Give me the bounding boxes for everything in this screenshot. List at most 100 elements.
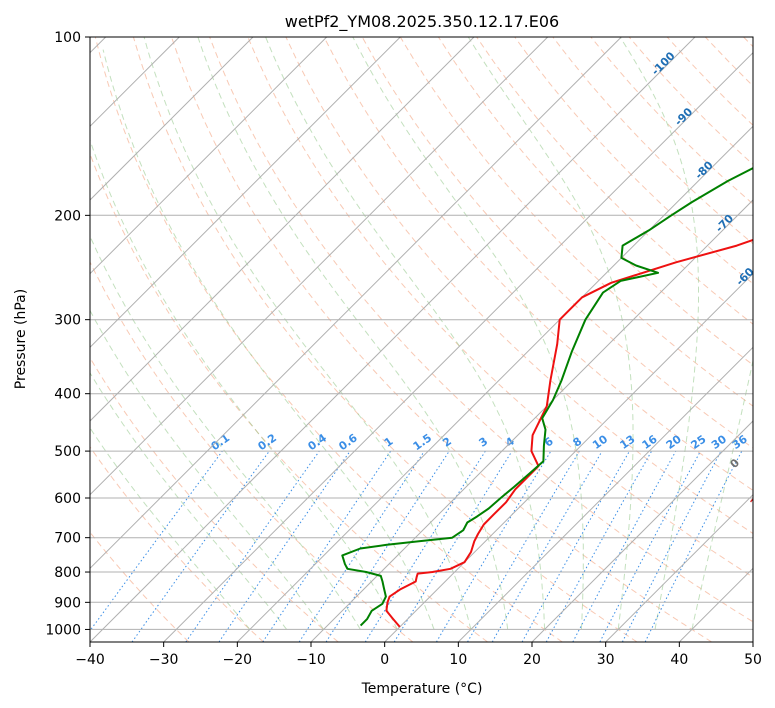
series-lines — [341, 166, 753, 628]
moist-adiabat — [90, 427, 251, 630]
mixing-ratio-line — [521, 450, 630, 642]
isotherm — [90, 37, 328, 275]
isotherm — [163, 51, 753, 642]
y-axis: 1000 900 800 700 600 500 400 300 200 100 — [45, 30, 90, 638]
moist-adiabat — [265, 37, 546, 630]
dry-adiabat — [476, 37, 753, 325]
y-tick-label: 500 — [54, 444, 81, 460]
mixing-ratio-line — [599, 450, 701, 642]
isotherm — [531, 420, 753, 642]
y-tick-label: 700 — [54, 531, 81, 547]
chart-title: wetPf2_YM08.2025.350.12.17.E06 — [285, 12, 559, 32]
mixing-ratio-label: 1.5 — [411, 431, 434, 453]
dry-adiabat — [323, 37, 753, 491]
y-tick-label: 100 — [54, 30, 81, 46]
mixing-ratio-line — [545, 450, 653, 642]
moist-adiabat — [467, 37, 634, 630]
dry-adiabat — [666, 37, 753, 126]
mixing-ratio-line — [572, 450, 677, 642]
dry-adiabat-label: -50 — [754, 318, 775, 341]
y-tick-label: 600 — [54, 491, 81, 507]
moist-adiabat — [90, 309, 324, 630]
y-tick-label: 300 — [54, 313, 81, 329]
y-tick-label: 900 — [54, 595, 81, 611]
series-line-1 — [385, 238, 753, 628]
mixing-ratio-line — [325, 450, 450, 642]
x-axis-label: Temperature (°C) — [361, 681, 483, 697]
moist-adiabat — [352, 37, 584, 630]
y-tick-label: 400 — [54, 387, 81, 403]
isotherm — [605, 493, 753, 642]
dry-adiabat — [514, 37, 753, 285]
dry-adiabat — [285, 37, 753, 535]
dry-adiabat — [94, 37, 563, 642]
mixing-ratio-label: 3 — [477, 435, 491, 450]
x-tick-label: −20 — [223, 652, 253, 668]
x-tick-label: −40 — [75, 652, 105, 668]
x-tick-label: −30 — [149, 652, 179, 668]
x-tick-label: 50 — [744, 652, 762, 668]
moist-adiabat — [90, 138, 398, 630]
y-tick-label: 200 — [54, 208, 81, 224]
mixing-ratio-label: 30 — [709, 432, 729, 452]
mixing-ratio-line — [131, 450, 270, 642]
grid-lines — [90, 37, 753, 630]
dry-adiabat — [90, 356, 339, 642]
x-axis: −40 −30 −20 −10 0 10 20 30 40 50 — [75, 642, 762, 668]
dry-adiabat — [209, 37, 753, 623]
isotherm — [90, 37, 549, 496]
mixing-ratio-label: 8 — [571, 435, 585, 450]
x-tick-label: 0 — [380, 652, 389, 668]
dry-adiabat — [704, 37, 753, 87]
y-axis-label: Pressure (hPa) — [13, 289, 29, 389]
dry-adiabat-label: -80 — [693, 158, 716, 181]
dry-adiabat — [132, 37, 638, 642]
skewed-isotherms — [90, 37, 753, 642]
moist-adiabat — [102, 49, 435, 630]
dry-adiabat — [90, 152, 488, 642]
plot-area: 0.1 0.2 0.4 0.6 1 1.5 2 3 4 6 8 10 13 16 20 25 30 36 -100… — [90, 37, 775, 642]
moist-adiabat-label: 0 — [728, 456, 743, 471]
dry-adiabat-label: -90 — [672, 105, 695, 128]
dry-adiabat — [743, 37, 753, 48]
plot-frame — [89, 36, 754, 643]
isotherm — [90, 37, 475, 422]
background-lines — [90, 37, 753, 642]
x-tick-label: 30 — [597, 652, 615, 668]
moist-adiabat — [143, 37, 472, 630]
y-tick-label: 800 — [54, 565, 81, 581]
isotherm — [90, 37, 696, 642]
mixing-ratio-line — [262, 450, 392, 642]
mixing-ratio-line — [185, 450, 320, 642]
isotherm — [236, 125, 753, 642]
isotherm — [90, 37, 254, 201]
isotherm — [90, 37, 622, 570]
isotherm — [752, 641, 753, 642]
mixing-ratio-line — [218, 450, 351, 642]
dry-adiabat — [590, 37, 753, 205]
mixing-ratio-label: 10 — [590, 432, 610, 452]
mixing-ratio-line — [90, 450, 223, 632]
dry-adiabat — [437, 37, 753, 366]
series-line-2 — [341, 166, 753, 627]
mixing-ratio-label: 20 — [664, 432, 684, 452]
x-tick-label: 20 — [523, 652, 541, 668]
x-tick-label: 10 — [449, 652, 467, 668]
y-tick-label: 1000 — [45, 622, 81, 638]
moist-adiabat — [90, 235, 361, 630]
mixing-ratio-line — [644, 450, 743, 642]
mixing-ratio-label: 25 — [688, 433, 708, 452]
x-tick-label: −10 — [296, 652, 326, 668]
moist-adiabat — [197, 37, 509, 630]
mixing-ratio-line — [298, 450, 425, 642]
dry-adiabat — [552, 37, 753, 245]
mixing-ratio-line — [393, 450, 513, 642]
mixing-ratio-label: 16 — [640, 432, 660, 452]
mixing-ratio-line — [435, 450, 552, 642]
dry-adiabat — [171, 37, 712, 642]
isotherm — [678, 567, 753, 642]
dry-adiabat — [247, 37, 753, 578]
mixing-ratio-label: 0.2 — [256, 431, 279, 453]
